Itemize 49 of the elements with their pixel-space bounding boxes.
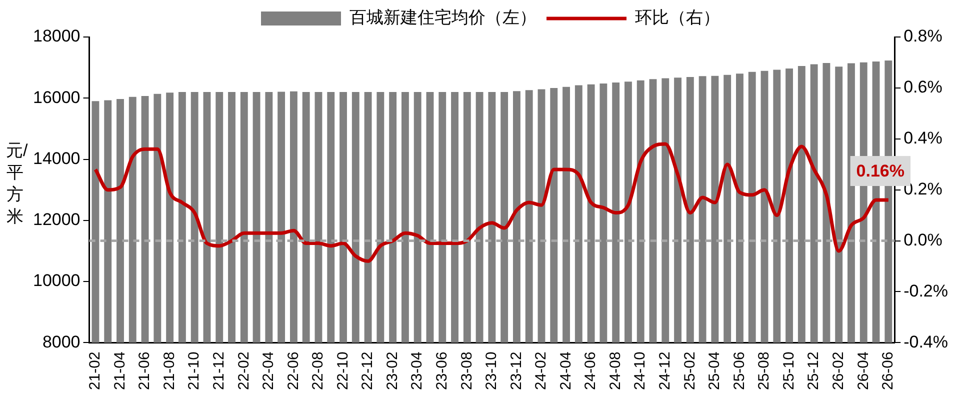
x-tick-label: 22-10 [334,352,352,390]
x-tick-label: 22-08 [310,352,327,390]
x-tick-label: 21-10 [186,352,203,390]
x-tick-label: 23-02 [384,352,401,390]
x-tick-label: 22-04 [260,352,278,390]
x-tick-label: 25-12 [805,352,822,390]
x-tick-label: 23-08 [458,352,476,390]
legend-label: 环比（右） [635,8,720,28]
x-tick-label: 25-04 [706,352,724,390]
x-tick-label: 26-04 [854,352,872,390]
y2-tick-label: 0.6% [904,78,942,97]
y-tick-label: 12000 [32,210,80,230]
x-tick-label: 21-04 [111,352,128,390]
x-tick-label: 26-02 [830,352,847,390]
y-tick-label: 16000 [32,88,80,107]
legend-label: 百城新建住宅均价（左） [350,8,536,28]
x-tick-label: 25-10 [780,352,798,390]
x-tick-label: 21-06 [136,352,154,390]
y2-tick-label: 0.8% [904,26,942,46]
y-tick-label: 14000 [32,148,80,168]
y2-tick-label: 0.4% [904,128,942,148]
x-tick-label: 22-12 [359,352,376,390]
x-tick-label: 21-12 [210,352,228,390]
x-tick-label: 23-06 [434,352,451,390]
x-tick-label: 24-06 [582,352,600,390]
y2-tick-label: -0.2% [904,281,948,300]
x-tick-label: 22-06 [284,352,302,390]
x-tick-label: 24-04 [557,352,574,390]
y-tick-label: 8000 [42,332,80,352]
x-tick-label: 25-02 [681,352,698,390]
y2-tick-label: -0.4% [904,332,948,352]
y-axis-title: 元/平方米 [6,140,28,228]
annotation: 0.16% [856,162,904,181]
x-tick-label: 25-06 [730,352,748,390]
x-tick-label: 25-08 [756,352,773,390]
x-tick-label: 23-04 [408,352,426,390]
x-tick-label: 23-12 [508,352,525,390]
x-tick-label: 24-10 [632,352,649,390]
x-tick-label: 21-02 [86,352,104,390]
x-tick-label: 26-06 [880,352,897,390]
x-tick-label: 24-02 [532,352,550,390]
x-tick-label: 21-08 [160,352,178,390]
x-tick-label: 24-08 [606,352,624,390]
y2-tick-label: 0.0% [904,230,942,250]
x-tick-label: 22-02 [235,352,252,390]
y-tick-label: 18000 [32,26,80,46]
x-tick-label: 23-10 [483,352,500,390]
y-tick-label: 10000 [32,271,80,290]
x-tick-label: 24-12 [656,352,674,390]
